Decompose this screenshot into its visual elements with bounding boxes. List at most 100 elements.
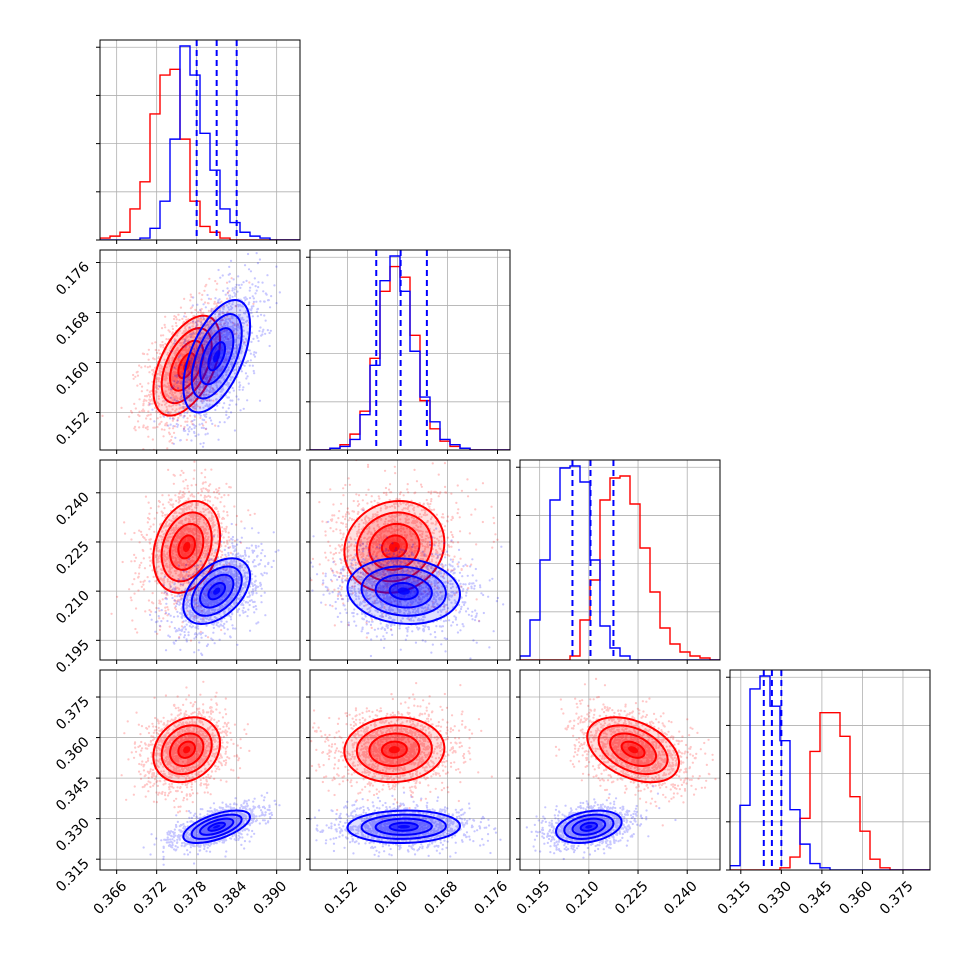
contour-line xyxy=(198,817,235,836)
histogram-blue xyxy=(310,255,510,450)
y-tick-label: 0.176 xyxy=(53,259,93,299)
contour-line xyxy=(555,809,623,844)
contour-line xyxy=(160,724,213,776)
x-tick-label: 0.176 xyxy=(471,878,511,918)
contour-line xyxy=(160,511,213,583)
contour-line xyxy=(360,813,447,840)
x-tick-label: 0.195 xyxy=(514,878,554,918)
x-tick-label: 0.160 xyxy=(371,878,411,918)
panel-frame xyxy=(99,459,301,661)
contour-line xyxy=(563,813,615,840)
scatter-points xyxy=(310,460,499,639)
contour-line xyxy=(199,327,235,386)
panel-frame xyxy=(309,459,511,661)
contour-line xyxy=(579,821,599,832)
contour-line xyxy=(190,813,243,840)
contour-line xyxy=(177,534,197,560)
panel-2-0 xyxy=(100,460,300,660)
panel-frame xyxy=(729,669,931,871)
y-tick-label: 0.195 xyxy=(53,637,93,677)
x-tick-label: 0.152 xyxy=(321,878,361,918)
y-tick-label: 0.345 xyxy=(53,775,93,815)
y-tick-label: 0.168 xyxy=(53,309,93,349)
panel-frame xyxy=(99,249,301,451)
density-fill xyxy=(397,587,410,595)
x-tick-label: 0.330 xyxy=(755,878,795,918)
panel-frame xyxy=(519,459,721,661)
density-fill xyxy=(183,541,191,552)
panel-frame xyxy=(519,669,721,871)
histogram-panel-3 xyxy=(730,670,930,870)
histogram-blue xyxy=(730,675,930,870)
y-tick-label: 0.315 xyxy=(53,856,93,896)
contour-line xyxy=(388,821,419,832)
contour-line xyxy=(199,573,235,609)
y-tick-label: 0.210 xyxy=(53,588,93,628)
contour-line xyxy=(343,716,446,784)
histogram-red xyxy=(730,711,930,870)
panel-3-1 xyxy=(310,670,510,870)
x-tick-label: 0.360 xyxy=(836,878,876,918)
y-tick-label: 0.360 xyxy=(53,734,93,774)
y-tick-label: 0.330 xyxy=(53,815,93,855)
contour-line xyxy=(182,298,252,414)
contour-line xyxy=(160,327,213,405)
histogram-red xyxy=(520,475,720,660)
contour-line xyxy=(152,500,222,594)
x-tick-label: 0.372 xyxy=(131,878,171,918)
contour-line xyxy=(609,732,658,767)
panel-frame xyxy=(309,249,511,451)
x-tick-label: 0.225 xyxy=(612,878,652,918)
contour-line xyxy=(374,573,433,609)
contour-line xyxy=(207,341,227,372)
y-tick-label: 0.160 xyxy=(53,359,93,399)
contour-line xyxy=(346,557,461,625)
contour-line xyxy=(207,821,226,832)
contour-line xyxy=(169,339,205,392)
x-tick-label: 0.345 xyxy=(796,878,836,918)
contour-line xyxy=(190,313,243,400)
contour-line xyxy=(360,565,447,617)
y-tick-label: 0.152 xyxy=(53,409,93,449)
y-tick-label: 0.240 xyxy=(53,489,93,529)
panel-frame xyxy=(99,669,301,871)
contour-line xyxy=(355,511,433,583)
contour-line xyxy=(169,732,205,767)
x-tick-label: 0.366 xyxy=(91,878,131,918)
panel-frame xyxy=(99,39,301,241)
x-tick-label: 0.375 xyxy=(877,878,917,918)
contour-line xyxy=(177,740,197,759)
x-tick-label: 0.390 xyxy=(251,878,291,918)
contour-line xyxy=(355,724,433,776)
contour-line xyxy=(380,534,408,560)
panel-1-0 xyxy=(100,250,300,450)
density-fill xyxy=(388,541,400,552)
y-tick-label: 0.225 xyxy=(53,538,93,578)
panel-3-0 xyxy=(100,670,300,870)
contour-line xyxy=(374,817,433,836)
contour-line xyxy=(586,716,681,784)
contour-line xyxy=(152,716,222,784)
density-fill xyxy=(585,824,593,829)
panel-2-1 xyxy=(310,460,510,660)
density-fill xyxy=(183,746,191,754)
x-tick-label: 0.384 xyxy=(211,878,251,918)
contour-line xyxy=(620,740,646,759)
histogram-blue xyxy=(100,45,300,240)
x-tick-label: 0.240 xyxy=(661,878,701,918)
contour-line xyxy=(169,522,205,571)
contour-line xyxy=(190,565,243,617)
x-tick-label: 0.168 xyxy=(421,878,461,918)
histogram-panel-1 xyxy=(310,250,510,450)
contour-line xyxy=(346,809,462,844)
density-fill xyxy=(213,350,221,363)
contour-line xyxy=(182,557,252,625)
x-tick-label: 0.378 xyxy=(171,878,211,918)
contour-line xyxy=(380,740,408,759)
panel-frame xyxy=(309,669,511,871)
x-tick-label: 0.315 xyxy=(715,878,755,918)
panel-3-2 xyxy=(520,670,720,870)
density-fill xyxy=(212,824,221,829)
density-fill xyxy=(213,587,221,595)
